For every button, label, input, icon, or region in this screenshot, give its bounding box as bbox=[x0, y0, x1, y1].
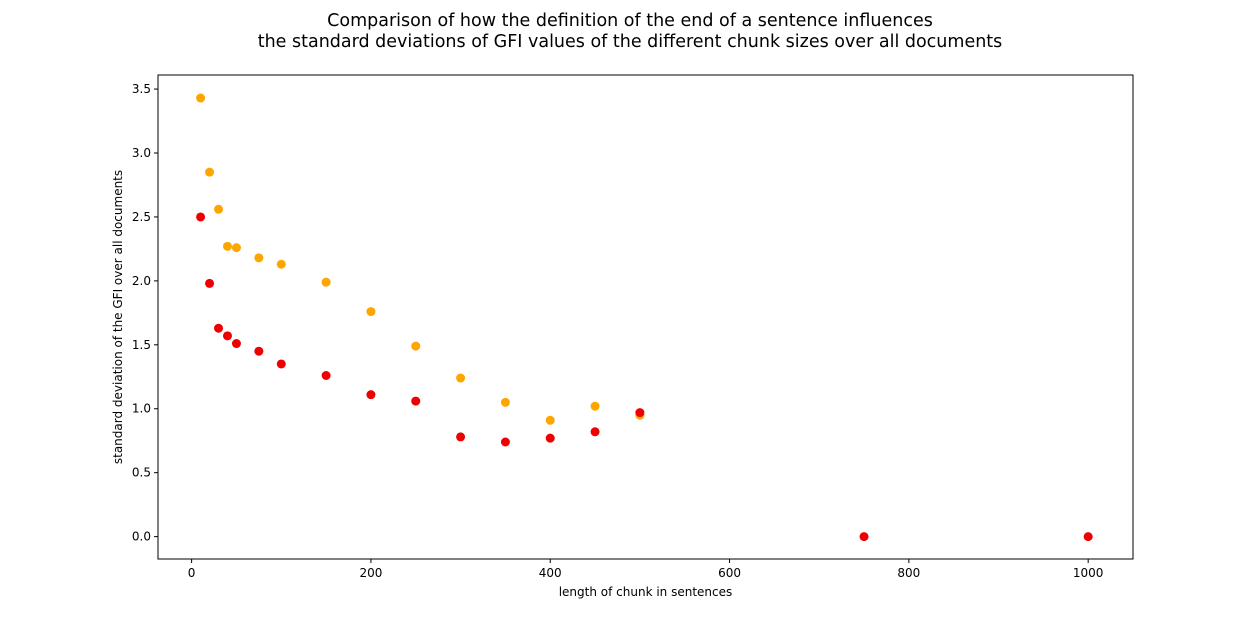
y-tick-label: 2.0 bbox=[132, 274, 151, 288]
data-point-series-1 bbox=[500, 397, 510, 407]
data-point-series-2 bbox=[205, 278, 215, 288]
y-tick-label: 0.5 bbox=[132, 466, 151, 480]
data-point-series-2 bbox=[276, 359, 286, 369]
data-point-series-2 bbox=[635, 408, 645, 418]
data-point-series-2 bbox=[1083, 532, 1093, 542]
y-tick-label: 3.5 bbox=[132, 82, 151, 96]
x-tick-label: 600 bbox=[718, 566, 741, 580]
data-point-series-2 bbox=[366, 390, 376, 400]
data-point-series-1 bbox=[276, 259, 286, 269]
data-point-series-2 bbox=[231, 339, 241, 349]
data-point-series-1 bbox=[545, 415, 555, 425]
data-point-series-1 bbox=[222, 241, 232, 251]
data-point-series-1 bbox=[214, 204, 224, 214]
data-point-series-1 bbox=[411, 341, 421, 351]
data-point-series-2 bbox=[214, 323, 224, 333]
data-point-series-1 bbox=[590, 401, 600, 411]
data-point-series-1 bbox=[456, 373, 466, 383]
y-tick-label: 2.5 bbox=[132, 210, 151, 224]
y-tick-label: 1.5 bbox=[132, 338, 151, 352]
x-tick-label: 0 bbox=[188, 566, 196, 580]
data-point-series-2 bbox=[545, 433, 555, 443]
data-point-series-2 bbox=[456, 432, 466, 442]
x-tick-label: 800 bbox=[897, 566, 920, 580]
data-point-series-1 bbox=[205, 167, 215, 177]
data-points bbox=[196, 93, 1093, 542]
x-tick-label: 1000 bbox=[1073, 566, 1104, 580]
y-tick-label: 1.0 bbox=[132, 402, 151, 416]
data-point-series-1 bbox=[196, 93, 206, 103]
x-tick-label: 200 bbox=[359, 566, 382, 580]
data-point-series-1 bbox=[366, 307, 376, 317]
x-axis-label: length of chunk in sentences bbox=[559, 585, 733, 599]
data-point-series-1 bbox=[321, 277, 331, 287]
data-point-series-2 bbox=[222, 331, 232, 341]
data-point-series-2 bbox=[859, 532, 869, 542]
data-point-series-1 bbox=[254, 253, 264, 263]
y-tick-label: 3.0 bbox=[132, 146, 151, 160]
data-point-series-1 bbox=[231, 243, 241, 253]
data-point-series-2 bbox=[254, 346, 264, 356]
plot-frame bbox=[157, 74, 1134, 560]
axis-ticks: 0 200 400 600 800 1000 0.0 0.5 1.0 1.5 2.0 2.5 3.0 3.… bbox=[132, 82, 1104, 580]
data-point-series-2 bbox=[321, 371, 331, 381]
data-point-series-2 bbox=[590, 427, 600, 437]
x-tick-label: 400 bbox=[539, 566, 562, 580]
chart-title-line-1: Comparison of how the definition of the … bbox=[327, 11, 933, 31]
y-tick-label: 0.0 bbox=[132, 530, 151, 544]
data-point-series-2 bbox=[411, 396, 421, 406]
chart-title-line-2: the standard deviations of GFI values of… bbox=[258, 32, 1003, 52]
y-axis-label: standard deviation of the GFI over all d… bbox=[111, 170, 125, 464]
data-point-series-2 bbox=[500, 437, 510, 447]
data-point-series-2 bbox=[196, 212, 206, 222]
